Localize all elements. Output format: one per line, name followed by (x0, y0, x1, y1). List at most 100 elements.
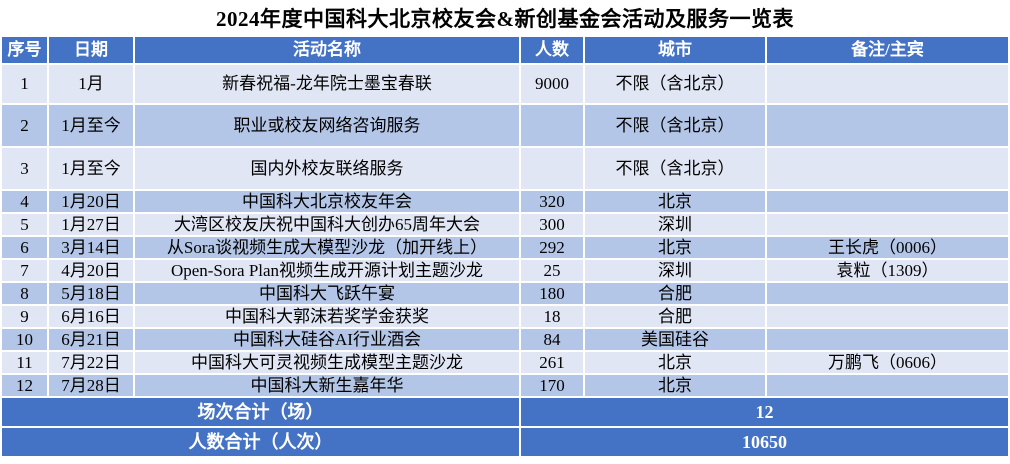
cell-no: 9 (2, 306, 47, 327)
cell-note (767, 306, 1008, 327)
cell-activity: 从Sora谈视频生成大模型沙龙（加开线上） (135, 237, 519, 258)
table-body: 1 1月 新春祝福-龙年院士墨宝春联 9000 不限（含北京） 2 1月至今 职业或校友网络咨… (2, 65, 1008, 396)
header-cell-no: 序号 (2, 37, 47, 63)
table-row: 5 1月27日 大湾区校友庆祝中国科大创办65周年大会 300 深圳 (2, 214, 1008, 235)
cell-count: 84 (521, 329, 583, 350)
cell-date: 3月14日 (49, 237, 133, 258)
table-footer: 场次合计（场） 12 人数合计（人次） 10650 (2, 398, 1008, 456)
footer-row-sessions: 场次合计（场） 12 (2, 398, 1008, 426)
cell-count: 170 (521, 375, 583, 396)
table-row: 7 4月20日 Open-Sora Plan视频生成开源计划主题沙龙 25 深圳 袁粒（1… (2, 260, 1008, 281)
cell-city: 不限（含北京） (585, 148, 765, 189)
cell-count: 261 (521, 352, 583, 373)
cell-date: 6月21日 (49, 329, 133, 350)
cell-date: 5月18日 (49, 283, 133, 304)
cell-note (767, 191, 1008, 212)
cell-no: 3 (2, 148, 47, 189)
header-cell-date: 日期 (49, 37, 133, 63)
table-row: 4 1月20日 中国科大北京校友年会 320 北京 (2, 191, 1008, 212)
cell-note: 万鹏飞（0606） (767, 352, 1008, 373)
table-header: 序号 日期 活动名称 人数 城市 备注/主宾 (2, 37, 1008, 63)
cell-city: 北京 (585, 352, 765, 373)
cell-city: 北京 (585, 191, 765, 212)
cell-city: 深圳 (585, 214, 765, 235)
table-row: 12 7月28日 中国科大新生嘉年华 170 北京 (2, 375, 1008, 396)
table-row: 10 6月21日 中国科大硅谷AI行业酒会 84 美国硅谷 (2, 329, 1008, 350)
cell-date: 1月27日 (49, 214, 133, 235)
cell-date: 1月20日 (49, 191, 133, 212)
cell-date: 1月 (49, 65, 133, 103)
cell-no: 12 (2, 375, 47, 396)
header-cell-count: 人数 (521, 37, 583, 63)
footer-attendance-value: 10650 (521, 428, 1008, 456)
cell-note (767, 148, 1008, 189)
header-cell-city: 城市 (585, 37, 765, 63)
cell-city: 深圳 (585, 260, 765, 281)
cell-city: 美国硅谷 (585, 329, 765, 350)
cell-count: 292 (521, 237, 583, 258)
cell-no: 8 (2, 283, 47, 304)
cell-no: 4 (2, 191, 47, 212)
cell-activity: Open-Sora Plan视频生成开源计划主题沙龙 (135, 260, 519, 281)
cell-count (521, 105, 583, 146)
cell-no: 5 (2, 214, 47, 235)
cell-count: 18 (521, 306, 583, 327)
cell-city: 合肥 (585, 283, 765, 304)
cell-no: 7 (2, 260, 47, 281)
cell-activity: 中国科大硅谷AI行业酒会 (135, 329, 519, 350)
cell-activity: 中国科大北京校友年会 (135, 191, 519, 212)
footer-sessions-value: 12 (521, 398, 1008, 426)
cell-note (767, 329, 1008, 350)
cell-date: 6月16日 (49, 306, 133, 327)
table-title: 2024年度中国科大北京校友会&新创基金会活动及服务一览表 (216, 6, 794, 31)
cell-note (767, 214, 1008, 235)
cell-activity: 中国科大飞跃午宴 (135, 283, 519, 304)
footer-attendance-label: 人数合计（人次） (2, 428, 519, 456)
cell-city: 北京 (585, 237, 765, 258)
cell-date: 4月20日 (49, 260, 133, 281)
table-row: 9 6月16日 中国科大郭沫若奖学金获奖 18 合肥 (2, 306, 1008, 327)
cell-note: 袁粒（1309） (767, 260, 1008, 281)
table-row: 6 3月14日 从Sora谈视频生成大模型沙龙（加开线上） 292 北京 王长虎（0006… (2, 237, 1008, 258)
cell-city: 北京 (585, 375, 765, 396)
table-row: 3 1月至今 国内外校友联络服务 不限（含北京） (2, 148, 1008, 189)
cell-city: 不限（含北京） (585, 65, 765, 103)
cell-count: 320 (521, 191, 583, 212)
cell-no: 10 (2, 329, 47, 350)
cell-note (767, 375, 1008, 396)
cell-city: 合肥 (585, 306, 765, 327)
cell-note (767, 105, 1008, 146)
header-row: 序号 日期 活动名称 人数 城市 备注/主宾 (2, 37, 1008, 63)
cell-city: 不限（含北京） (585, 105, 765, 146)
cell-count: 300 (521, 214, 583, 235)
cell-activity: 职业或校友网络咨询服务 (135, 105, 519, 146)
footer-row-attendance: 人数合计（人次） 10650 (2, 428, 1008, 456)
table-row: 1 1月 新春祝福-龙年院士墨宝春联 9000 不限（含北京） (2, 65, 1008, 103)
table-row: 8 5月18日 中国科大飞跃午宴 180 合肥 (2, 283, 1008, 304)
cell-no: 6 (2, 237, 47, 258)
cell-count (521, 148, 583, 189)
table-row: 2 1月至今 职业或校友网络咨询服务 不限（含北京） (2, 105, 1008, 146)
cell-activity: 新春祝福-龙年院士墨宝春联 (135, 65, 519, 103)
cell-date: 7月22日 (49, 352, 133, 373)
cell-date: 1月至今 (49, 148, 133, 189)
footer-sessions-label: 场次合计（场） (2, 398, 519, 426)
cell-note (767, 283, 1008, 304)
table-title-bar: 2024年度中国科大北京校友会&新创基金会活动及服务一览表 (0, 0, 1010, 35)
table-row: 11 7月22日 中国科大可灵视频生成模型主题沙龙 261 北京 万鹏飞（0606） (2, 352, 1008, 373)
header-cell-note: 备注/主宾 (767, 37, 1008, 63)
cell-note: 王长虎（0006） (767, 237, 1008, 258)
cell-count: 9000 (521, 65, 583, 103)
cell-activity: 中国科大可灵视频生成模型主题沙龙 (135, 352, 519, 373)
header-cell-activity: 活动名称 (135, 37, 519, 63)
cell-date: 7月28日 (49, 375, 133, 396)
cell-no: 1 (2, 65, 47, 103)
cell-activity: 中国科大新生嘉年华 (135, 375, 519, 396)
cell-note (767, 65, 1008, 103)
activities-table: 序号 日期 活动名称 人数 城市 备注/主宾 1 1月 新春祝福-龙年院士墨宝春联 9… (0, 35, 1010, 458)
cell-date: 1月至今 (49, 105, 133, 146)
cell-count: 180 (521, 283, 583, 304)
cell-activity: 大湾区校友庆祝中国科大创办65周年大会 (135, 214, 519, 235)
cell-activity: 国内外校友联络服务 (135, 148, 519, 189)
